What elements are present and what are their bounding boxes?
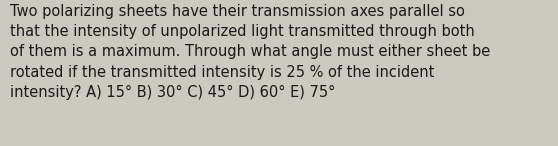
Text: Two polarizing sheets have their transmission axes parallel so
that the intensit: Two polarizing sheets have their transmi… [10, 4, 490, 100]
